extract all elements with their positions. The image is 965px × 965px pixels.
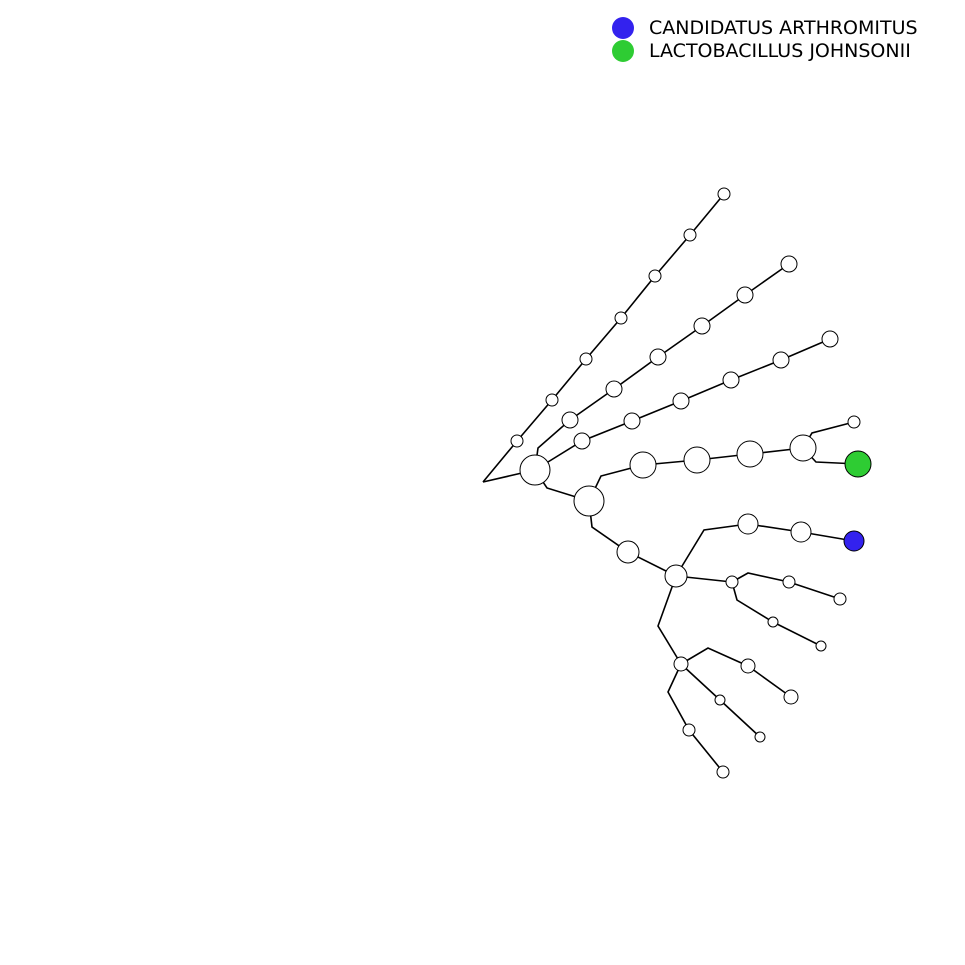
tree-node [780, 255, 798, 273]
tree-node [623, 412, 641, 430]
tree-edge [482, 193, 725, 483]
tree-node [725, 575, 739, 589]
tree-node [561, 411, 579, 429]
tree-node [717, 187, 731, 201]
legend-label: LACTOBACILLUS JOHNSONII [649, 39, 911, 62]
legend-dot-icon [612, 39, 634, 62]
tree-node [605, 380, 623, 398]
tree-node [683, 228, 697, 242]
tree-node [737, 513, 759, 535]
tree-node [673, 656, 689, 672]
tree-node [683, 446, 711, 474]
legend-label: CANDIDATUS ARTHROMITUS [649, 16, 918, 39]
tree-node-lactobacillus-johnsonii [844, 450, 872, 478]
tree-node [649, 348, 667, 366]
tree-node [579, 352, 593, 366]
tree-node [736, 286, 754, 304]
tree-edge [731, 572, 841, 600]
tree-node [682, 723, 696, 737]
tree-node [573, 432, 591, 450]
tree-edges [482, 193, 859, 773]
tree-node [847, 415, 861, 429]
tree-node [754, 731, 766, 743]
tree-edge [534, 263, 790, 471]
tree-node [789, 434, 817, 462]
tree-node [616, 540, 640, 564]
tree-node [519, 454, 551, 486]
tree-node [722, 371, 740, 389]
tree-edge [675, 523, 855, 577]
tree-node [736, 440, 764, 468]
tree-edge [657, 575, 682, 665]
tree-node [664, 564, 688, 588]
tree-edge [667, 663, 724, 773]
tree-node [545, 393, 559, 407]
tree-node [767, 616, 779, 628]
tree-node [510, 434, 524, 448]
tree-node [573, 485, 605, 517]
tree-node [648, 269, 662, 283]
tree-node [714, 694, 726, 706]
tree-node [614, 311, 628, 325]
tree-node [693, 317, 711, 335]
tree-node [783, 689, 799, 705]
legend: CANDIDATUS ARTHROMITUS LACTOBACILLUS JOH… [612, 16, 918, 62]
tree-node [790, 521, 812, 543]
tree-node [716, 765, 730, 779]
legend-dot-icon [612, 16, 634, 39]
tree-node [672, 392, 690, 410]
tree-node-candidatus-arthromitus [843, 530, 865, 552]
legend-item-lactobacillus-johnsonii: LACTOBACILLUS JOHNSONII [612, 39, 918, 62]
tree-node [815, 640, 827, 652]
tree-node [833, 592, 847, 606]
tree-edge [680, 647, 792, 698]
tree-node [782, 575, 796, 589]
tree-node [629, 451, 657, 479]
tree-edge [731, 581, 822, 647]
legend-item-candidatus-arthromitus: CANDIDATUS ARTHROMITUS [612, 16, 918, 39]
tree-edge [588, 500, 677, 577]
tree-node [772, 351, 790, 369]
tree-nodes [510, 187, 872, 779]
tree-node [821, 330, 839, 348]
tree-node [740, 658, 756, 674]
